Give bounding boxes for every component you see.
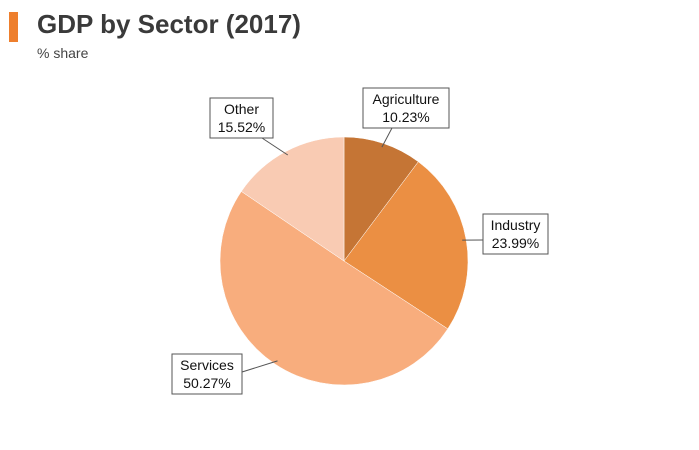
callout-name-agriculture: Agriculture [373, 91, 440, 107]
callout-box-services [171, 353, 243, 395]
slice-callouts: Agriculture 10.23% Industry 23.99% Services 5… [171, 87, 549, 395]
pie-slice-other [241, 136, 345, 262]
pie-slice-industry [343, 161, 469, 330]
pie-slice-services [219, 191, 449, 386]
callout-value-agriculture: 10.23% [382, 109, 429, 125]
callout-leader-services [241, 360, 278, 373]
callout-box-industry [482, 213, 549, 255]
chart-subtitle: % share [37, 45, 89, 61]
callout-leader-other [261, 137, 289, 156]
callout-value-services: 50.27% [183, 375, 230, 391]
callout-value-industry: 23.99% [492, 235, 539, 251]
callout-leader-agriculture [381, 127, 393, 148]
title-accent-bar [9, 12, 18, 42]
callout-box-agriculture [362, 87, 450, 129]
pie-slice-agriculture [343, 136, 419, 262]
callout-box-other [209, 97, 274, 139]
chart-title: GDP by Sector (2017) [37, 9, 301, 39]
callout-value-other: 15.52% [218, 119, 265, 135]
callout-name-other: Other [224, 101, 259, 117]
callout-name-services: Services [180, 357, 234, 373]
pie-slices [219, 136, 469, 386]
callout-name-industry: Industry [491, 217, 541, 233]
